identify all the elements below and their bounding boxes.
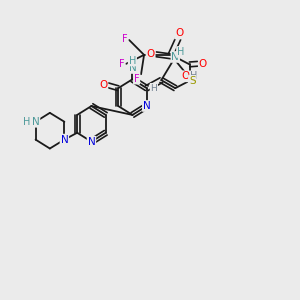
Text: F: F (134, 74, 140, 84)
Text: N: N (61, 135, 68, 145)
Text: O: O (199, 59, 207, 69)
Text: H: H (23, 117, 30, 127)
Text: H: H (151, 84, 157, 93)
Text: S: S (189, 76, 196, 86)
Text: O: O (99, 80, 107, 90)
Text: H: H (190, 71, 198, 81)
Text: N: N (32, 117, 39, 127)
Text: N: N (171, 52, 179, 62)
Text: H: H (177, 47, 184, 57)
Text: O: O (181, 71, 189, 81)
Text: O: O (175, 28, 183, 38)
Text: F: F (119, 59, 124, 69)
Text: F: F (122, 34, 128, 44)
Text: N: N (143, 101, 151, 111)
Text: H: H (129, 56, 136, 65)
Text: O: O (146, 49, 155, 59)
Text: N: N (88, 137, 95, 147)
Text: N: N (129, 63, 136, 73)
